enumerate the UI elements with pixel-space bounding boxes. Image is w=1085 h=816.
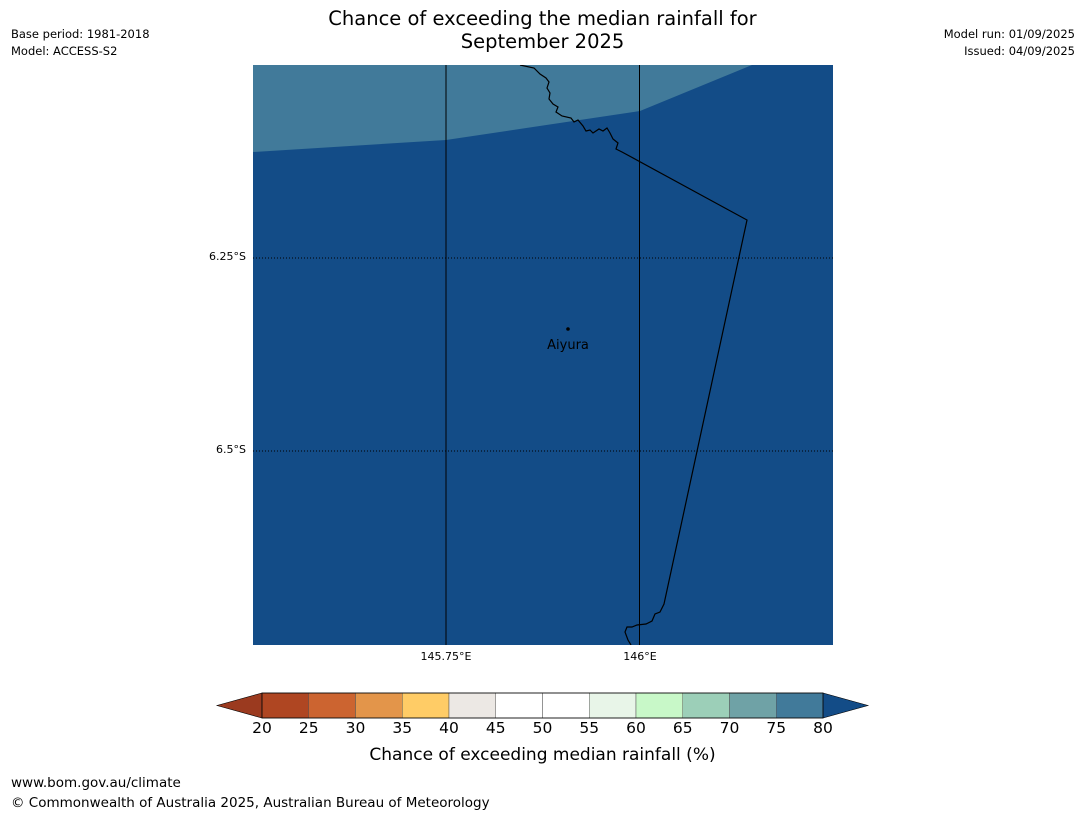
province-boundary-line [519,65,748,645]
model-run-text: Model run: 01/09/2025 [943,27,1075,41]
colorbar-segment [495,692,543,719]
meta-left: Base period: 1981-2018 Model: ACCESS-S2 [11,26,150,60]
colorbar-tick-label: 55 [579,719,600,737]
base-period-text: Base period: 1981-2018 [11,27,150,41]
probability-band-65-70 [253,65,752,152]
colorbar-outline [261,692,824,719]
colorbar-over-arrow [822,692,870,719]
map-title: Chance of exceeding the median rainfall … [0,7,1085,53]
footer-copyright: © Commonwealth of Australia 2025, Austra… [11,795,490,811]
probability-band-70-75 [253,65,833,645]
colorbar-under-arrow [215,692,263,719]
colorbar-tick-label: 60 [626,719,646,737]
colorbar-tick-label: 70 [719,719,740,737]
colorbar-title: Chance of exceeding median rainfall (%) [369,745,716,765]
colorbar-segment [776,692,824,719]
colorbar-tick-label: 30 [345,719,366,737]
title-line-1: Chance of exceeding the median rainfall … [328,7,757,30]
colorbar-tick-label: 75 [766,719,787,737]
colorbar-segment [308,692,356,719]
colorbar-segment [729,692,777,719]
colorbar-segment [448,692,496,719]
colorbar-tick-label: 40 [439,719,459,737]
colorbar-segment [355,692,403,719]
title-line-2: September 2025 [460,30,625,53]
lat-label-6-25: 6.25°S [209,250,246,263]
colorbar-segment [542,692,590,719]
place-label-aiyura: Aiyura [547,338,589,353]
colorbar-tick-label: 25 [298,719,319,737]
colorbar [215,692,870,719]
colorbar-tick-label: 35 [392,719,413,737]
colorbar-tick-label: 65 [672,719,693,737]
colorbar-segment [261,692,309,719]
lat-label-6-5: 6.5°S [216,443,246,456]
colorbar-segment [635,692,683,719]
issued-text: Issued: 04/09/2025 [964,44,1075,58]
colorbar-tick-label: 50 [532,719,553,737]
model-text: Model: ACCESS-S2 [11,44,118,58]
colorbar-segment [682,692,730,719]
colorbar-tick-label: 20 [252,719,272,737]
colorbar-segment [589,692,637,719]
footer-url: www.bom.gov.au/climate [11,775,181,791]
aiyura-marker [566,327,570,331]
colorbar-tick-label: 45 [485,719,506,737]
meta-right: Model run: 01/09/2025 Issued: 04/09/2025 [944,26,1075,60]
lon-label-146: 146°E [623,650,657,663]
lon-label-145-75: 145.75°E [420,650,472,663]
colorbar-segment [402,692,450,719]
colorbar-tick-label: 80 [813,719,833,737]
